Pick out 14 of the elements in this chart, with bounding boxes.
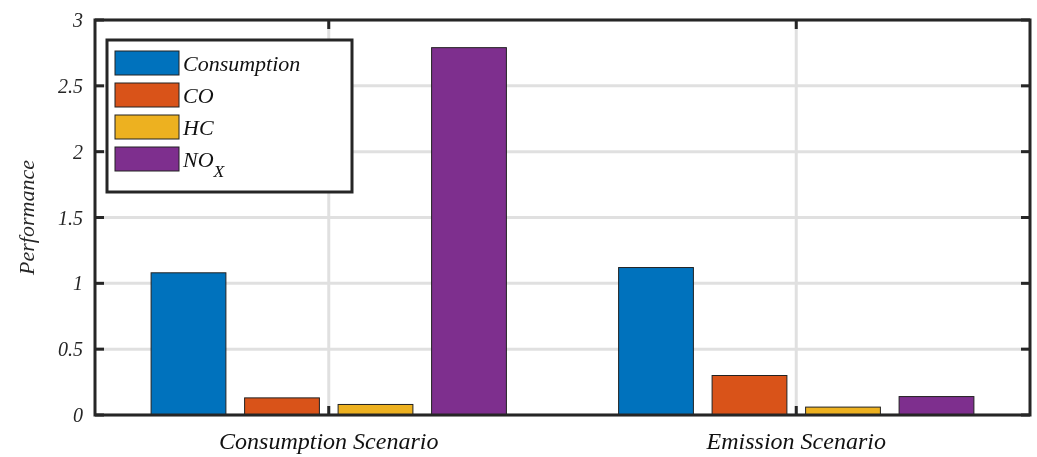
y-tick-label: 1.5 xyxy=(58,206,83,229)
y-tick-label: 2 xyxy=(73,140,83,163)
legend-label: Consumption xyxy=(183,51,301,76)
legend-label: NO$_{X}$ xyxy=(182,147,226,181)
y-tick-label: 3 xyxy=(72,9,83,31)
legend-label: HC xyxy=(182,115,214,140)
y-axis-title: Performance xyxy=(14,159,39,276)
legend-label: CO xyxy=(183,83,214,108)
x-tick-label: Emission Scenario xyxy=(705,428,886,454)
y-tick-label: 1 xyxy=(73,272,83,295)
y-tick-label: 0.5 xyxy=(58,338,83,361)
x-tick-label: Consumption Scenario xyxy=(219,428,439,454)
y-tick-label: 0 xyxy=(73,404,83,426)
y-tick-label: 2.5 xyxy=(58,74,83,97)
